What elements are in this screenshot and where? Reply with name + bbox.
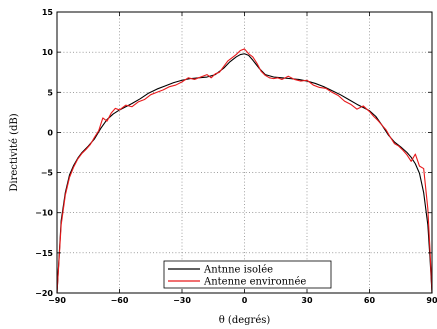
x-tick-label: −90: [48, 296, 66, 305]
y-tick-label: −10: [35, 209, 53, 218]
y-tick-label: 15: [42, 8, 54, 17]
series-line-isolated: [56, 53, 433, 294]
y-tick-label: −20: [35, 289, 53, 298]
series-group: [56, 48, 433, 294]
legend-box: [163, 260, 332, 289]
y-tick-label: 0: [47, 128, 53, 137]
y-axis-label: Directivité (dB): [9, 113, 20, 191]
x-tick-label: −30: [173, 296, 191, 305]
x-tick-label: 60: [364, 296, 376, 305]
x-tick-label: 30: [301, 296, 313, 305]
tick-labels: −90 −60 −30 0 30 60 90 −20 −15 −10 −5 0 5 10 15: [35, 8, 437, 305]
y-tick-label: −5: [41, 169, 54, 178]
x-tick-label: 0: [242, 296, 248, 305]
y-tick-label: 10: [42, 48, 54, 57]
x-tick-label: −60: [111, 296, 129, 305]
x-axis-label: θ (degrés): [219, 315, 271, 326]
legend: Antnne isolée Antenne environnée: [163, 260, 332, 289]
y-tick-label: −15: [35, 249, 53, 258]
y-tick-label: 5: [47, 88, 53, 97]
legend-label-isolated: Antnne isolée: [203, 265, 273, 276]
grid-lines: [57, 12, 432, 293]
legend-label-environed: Antenne environnée: [203, 277, 306, 288]
series-line-environed: [56, 48, 433, 294]
x-tick-label: 90: [426, 296, 437, 305]
axis-ticks: [56, 11, 433, 294]
